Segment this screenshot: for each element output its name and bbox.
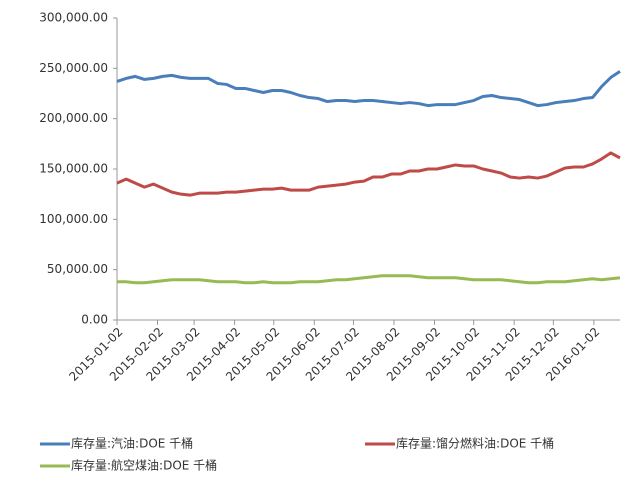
- y-tick-label: 50,000.00: [47, 262, 108, 276]
- y-tick-label: 300,000.00: [39, 11, 108, 25]
- series-line: [117, 274, 621, 285]
- y-tick-label: 200,000.00: [39, 111, 108, 125]
- series-line: [116, 70, 621, 108]
- y-tick-label: 250,000.00: [39, 61, 108, 75]
- legend-label: 库存量:汽油:DOE 千桶: [71, 436, 193, 451]
- y-tick-label: 150,000.00: [39, 162, 108, 176]
- y-tick-label: 100,000.00: [39, 212, 108, 226]
- legend-label: 库存量:馏分燃料油:DOE 千桶: [396, 436, 554, 451]
- y-tick-label: 0.00: [81, 313, 108, 327]
- legend-label: 库存量:航空煤油:DOE 千桶: [71, 458, 217, 473]
- series-line: [116, 151, 621, 197]
